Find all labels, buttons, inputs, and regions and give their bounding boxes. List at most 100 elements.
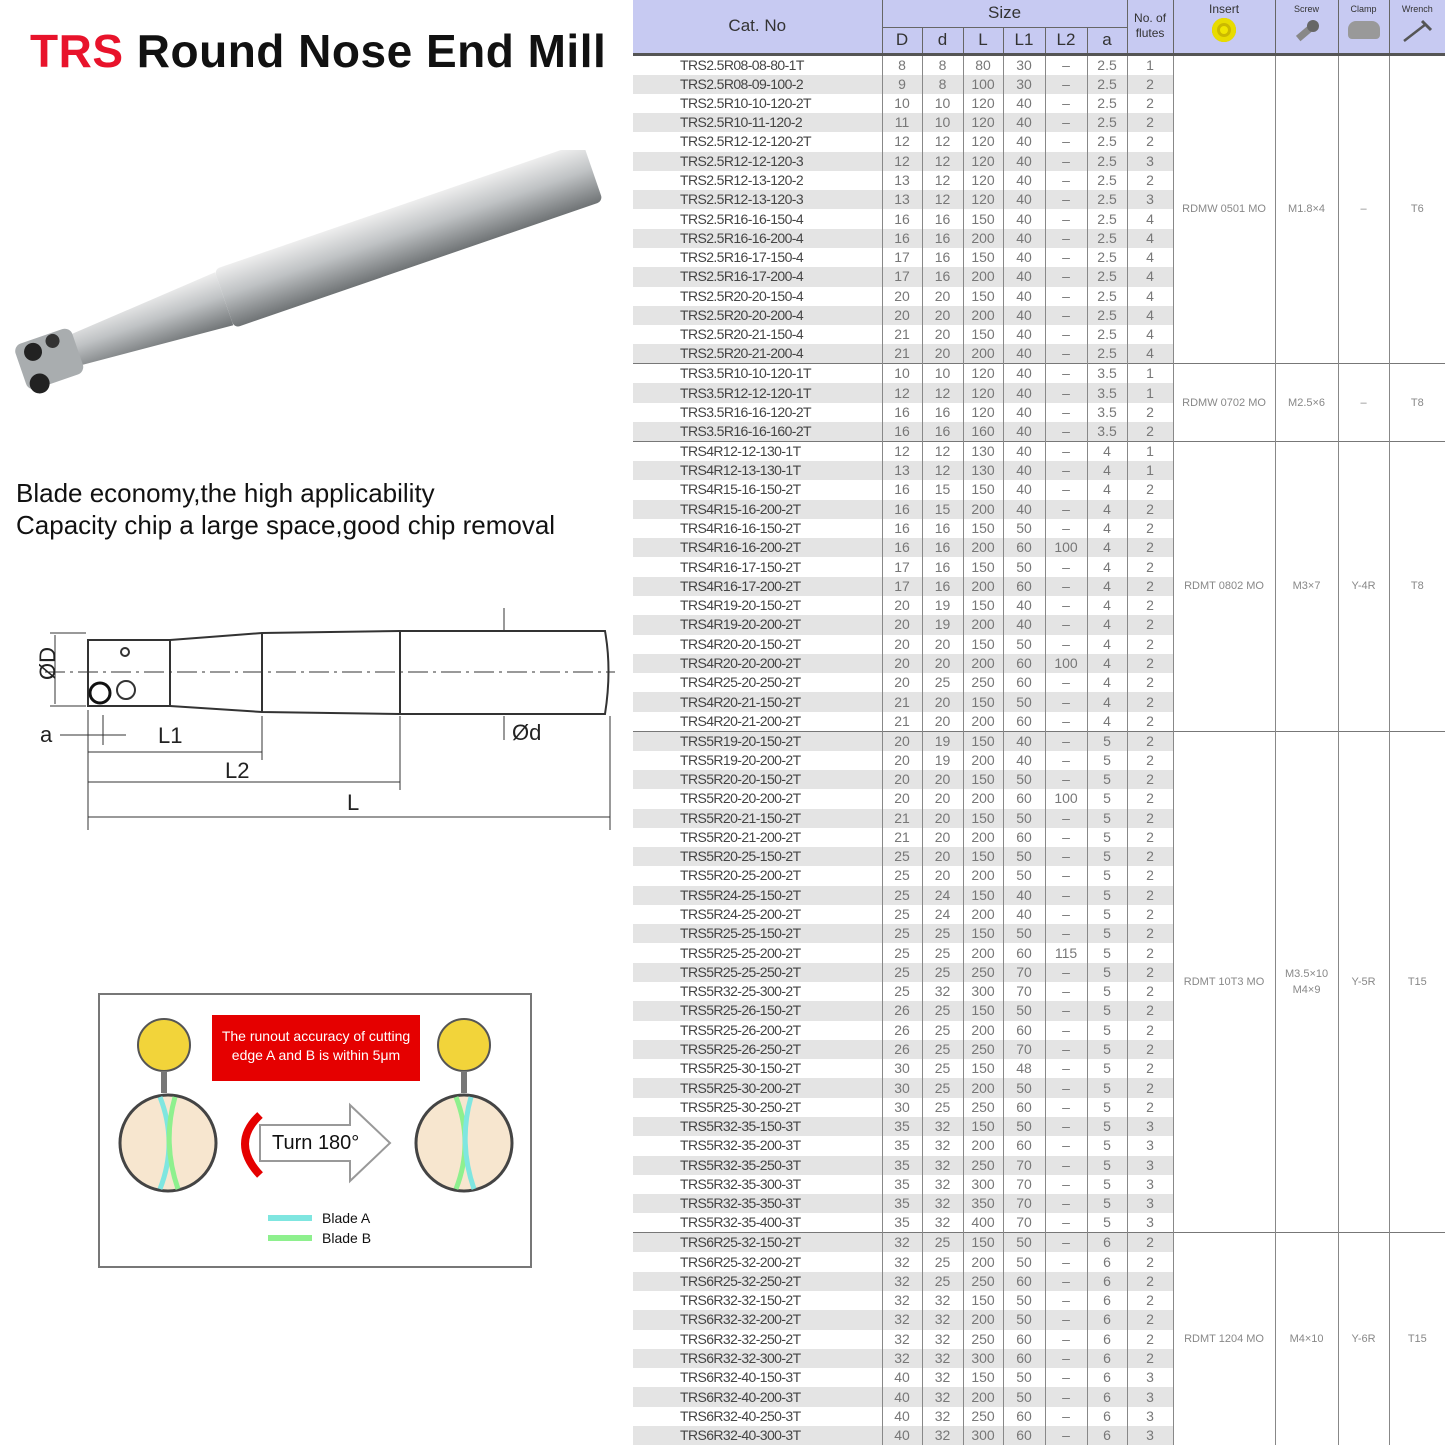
cell-a: 6 <box>1086 1368 1128 1388</box>
cell-d: 25 <box>921 1097 963 1117</box>
cell-L: 120 <box>962 113 1003 133</box>
cell-L1: 60 <box>1002 943 1045 963</box>
cell-L: 120 <box>962 132 1003 152</box>
cell-L: 200 <box>962 789 1003 809</box>
table-row: TRS4R16-17-150-2T 17 16 150 50–4 2 <box>633 557 1445 577</box>
cell-L2: – <box>1044 673 1087 693</box>
cell-d: 32 <box>921 1174 963 1195</box>
cell-L: 200 <box>962 344 1003 364</box>
cell-flutes: 2 <box>1126 74 1174 94</box>
cell-d: 20 <box>921 692 963 712</box>
cell-cat-no: TRS4R20-20-150-2T <box>680 635 801 652</box>
cell-L1: 60 <box>1002 1329 1045 1349</box>
cell-cat-no: TRS6R32-32-200-2T <box>633 1310 882 1330</box>
cell-d: 32 <box>921 982 963 1002</box>
cell-flutes: 2 <box>1126 750 1174 770</box>
cell-cat-no: TRS4R20-21-200-2T <box>680 712 801 729</box>
cell-L2: – <box>1044 305 1087 326</box>
cell-L2: – <box>1044 190 1087 210</box>
title-text: Round Nose End Mill <box>136 25 607 77</box>
cell-a: 5 <box>1086 1155 1128 1175</box>
cell-D: 35 <box>881 1213 922 1233</box>
cell-flutes: 2 <box>1126 132 1174 152</box>
cell-D: 26 <box>881 1001 922 1021</box>
rotate-arrow-icon <box>241 1112 264 1178</box>
table-row: TRS4R19-20-150-2T 20 19 150 40–4 2 <box>633 595 1445 616</box>
cell-flutes: 2 <box>1126 1329 1174 1349</box>
cell-flutes: 2 <box>1126 615 1174 635</box>
cell-a: 3.5 <box>1086 422 1128 442</box>
header-wrench: Wrench <box>1388 0 1445 56</box>
cell-L1: 40 <box>1002 151 1045 171</box>
cell-flutes: 2 <box>1126 480 1174 500</box>
table-row: TRS4R20-21-200-2T 21 20 200 60–4 2 <box>633 711 1445 732</box>
table-row: TRS5R20-25-150-2T 25 20 150 50–5 2 <box>633 847 1445 867</box>
cell-cat-no: TRS5R20-25-150-2T <box>633 847 882 867</box>
table-row: TRS5R20-25-200-2T 25 20 200 50–5 2 <box>633 866 1445 886</box>
cell-cat-no: TRS6R25-32-150-2T <box>633 1232 882 1253</box>
cell-D: 32 <box>881 1310 922 1330</box>
cell-cat-no: TRS4R19-20-200-2T <box>633 615 882 635</box>
cell-cat-no: TRS2.5R16-16-150-4 <box>680 210 804 227</box>
cell-L2: – <box>1044 962 1087 983</box>
cell-L1: 60 <box>1002 653 1045 674</box>
cell-L1: 70 <box>1002 962 1045 983</box>
cell-screw: M1.8×4 <box>1274 54 1339 364</box>
cell-L2: – <box>1044 1252 1087 1272</box>
cell-L2: – <box>1044 1368 1087 1388</box>
cell-screw: M2.5×6 <box>1274 363 1339 442</box>
table-row: TRS4R16-17-200-2T 17 16 200 60–4 2 <box>633 576 1445 596</box>
cell-L: 150 <box>962 634 1003 654</box>
cell-L: 150 <box>962 885 1003 905</box>
table-row: TRS2.5R10-11-120-2 11 10 120 40–2.5 2 <box>633 113 1445 133</box>
cell-flutes: 2 <box>1126 595 1174 616</box>
cell-cat-no: TRS4R15-16-150-2T <box>680 481 801 498</box>
header-L1: L1 <box>1002 27 1045 56</box>
cell-cat-no: TRS5R32-35-350-3T <box>633 1194 882 1214</box>
header-insert-label: Insert <box>1209 2 1240 16</box>
cell-D: 35 <box>881 1117 922 1137</box>
cell-a: 5 <box>1086 982 1128 1002</box>
cell-cat-no: TRS2.5R20-20-200-4 <box>633 305 882 326</box>
cell-D: 30 <box>881 1097 922 1117</box>
cell-a: 5 <box>1086 885 1128 905</box>
cell-L1: 70 <box>1002 1039 1045 1060</box>
cell-L1: 50 <box>1002 1252 1045 1272</box>
cell-L: 120 <box>962 170 1003 191</box>
table-row: TRS6R25-32-150-2T 32 25 150 50–6 2 RDMT 1204 M… <box>633 1232 1445 1445</box>
cell-D: 20 <box>881 673 922 693</box>
cell-cat-no: TRS2.5R16-17-150-4 <box>680 249 804 266</box>
cell-flutes: 2 <box>1126 808 1174 828</box>
cell-a: 6 <box>1086 1252 1128 1272</box>
cell-L: 150 <box>962 286 1003 306</box>
cell-d: 32 <box>921 1406 963 1426</box>
header-L: L <box>962 27 1003 56</box>
table-row: TRS4R25-20-250-2T 20 25 250 60–4 2 <box>633 673 1445 693</box>
cell-cat-no: TRS4R15-16-200-2T <box>633 499 882 519</box>
cell-d: 32 <box>921 1213 963 1233</box>
cell-flutes: 3 <box>1126 1174 1174 1195</box>
cell-L1: 40 <box>1002 228 1045 249</box>
cell-cat-no: TRS5R25-26-150-2T <box>633 1001 882 1021</box>
cell-L: 200 <box>962 750 1003 770</box>
brand: TRS <box>30 25 124 77</box>
cell-L: 200 <box>962 305 1003 326</box>
cell-L: 160 <box>962 422 1003 442</box>
cell-a: 5 <box>1086 1136 1128 1156</box>
cell-L2: – <box>1044 151 1087 171</box>
cell-D: 17 <box>881 576 922 596</box>
cell-a: 2.5 <box>1086 113 1128 133</box>
cell-L: 200 <box>962 228 1003 249</box>
cell-flutes: 1 <box>1126 383 1174 403</box>
cell-flutes: 2 <box>1126 653 1174 674</box>
cell-flutes: 2 <box>1126 962 1174 983</box>
cell-L: 200 <box>962 827 1003 848</box>
cell-L2: – <box>1044 1136 1087 1156</box>
table-row: TRS5R25-26-250-2T 26 25 250 70–5 2 <box>633 1039 1445 1060</box>
cell-flutes: 1 <box>1126 461 1174 481</box>
cell-D: 13 <box>881 170 922 191</box>
runout-note: The runout accuracy of cutting edge A an… <box>212 1015 420 1081</box>
cell-d: 19 <box>921 615 963 635</box>
cell-D: 32 <box>881 1232 922 1253</box>
cell-L: 120 <box>962 93 1003 114</box>
